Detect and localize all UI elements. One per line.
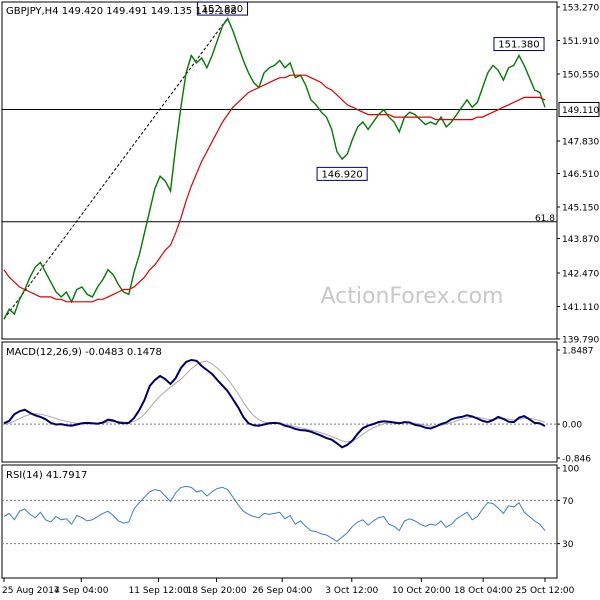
price-tick-label: 150.550	[562, 70, 599, 80]
macd-tick-label: 0.00	[562, 421, 582, 431]
macd-tick-label: 1.8487	[562, 347, 594, 357]
price-panel-title: GBPJPY,H4 149.420 149.491 149.135 149.16…	[6, 6, 237, 17]
price-tick-label: 145.150	[562, 203, 599, 213]
rsi-series-group	[2, 485, 557, 545]
price-tick-label: 142.470	[562, 269, 599, 279]
macd-line	[3, 358, 546, 449]
rsi-line	[3, 485, 546, 543]
annotation-box	[493, 37, 545, 52]
x-tick-label: 25 Oct 12:00	[516, 586, 575, 596]
macd-panel-frame	[1, 341, 558, 463]
macd-series-group	[2, 358, 557, 449]
x-tick-label: 26 Sep 04:00	[252, 586, 312, 596]
macd-panel-title: MACD(12,26,9) -0.0483 0.1478	[6, 347, 162, 358]
price-panel-frame	[1, 1, 558, 340]
trend-line	[3, 17, 229, 320]
price-tick-label: 149.110	[562, 106, 599, 116]
price-series-line	[3, 17, 546, 320]
annotation-box	[316, 166, 368, 181]
rsi-tick-label: 70	[562, 497, 574, 507]
price-annotations: 152.820 146.920 151.380	[196, 1, 545, 181]
current-price-box	[558, 101, 600, 117]
price-series-group	[3, 17, 546, 320]
annotation-label: 151.380	[498, 40, 539, 51]
price-tick-label: 139.790	[562, 336, 599, 346]
watermark-text: ActionForex.com	[321, 284, 504, 309]
price-tick-label: 153.270	[562, 4, 599, 14]
price-tick-label: 143.870	[562, 235, 599, 245]
price-reference-lines	[2, 17, 557, 320]
rsi-panel-frame	[1, 464, 558, 579]
x-tick-label: 11 Sep 12:00	[129, 586, 189, 596]
axis-ticks: 153.270 151.910 150.550 149.110 147.830 146.5…	[2, 4, 600, 596]
price-tick-label: 146.510	[562, 170, 599, 180]
annotation-label: 146.920	[321, 169, 362, 180]
fib-label: 61.8	[535, 214, 555, 224]
x-tick-label: 10 Oct 20:00	[392, 586, 451, 596]
macd-signal-line	[3, 360, 546, 443]
moving-average-line	[3, 74, 546, 303]
price-tick-label: 147.830	[562, 137, 599, 147]
x-tick-label: 18 Sep 20:00	[186, 586, 246, 596]
x-tick-label: 3 Oct 12:00	[325, 586, 378, 596]
macd-tick-label: -0.846	[562, 455, 591, 465]
annotation-box	[196, 1, 249, 16]
annotation-label: 152.820	[202, 4, 243, 15]
price-tick-label: 141.110	[562, 303, 599, 313]
rsi-tick-label: 30	[562, 540, 574, 550]
x-tick-label: 25 Aug 2017	[2, 586, 60, 596]
rsi-tick-label: 100	[562, 465, 579, 475]
x-tick-label: 4 Sep 04:00	[54, 586, 109, 596]
rsi-panel-title: RSI(14) 41.7917	[6, 470, 87, 481]
price-tick-label: 151.910	[562, 37, 599, 47]
x-tick-label: 18 Oct 04:00	[454, 586, 513, 596]
